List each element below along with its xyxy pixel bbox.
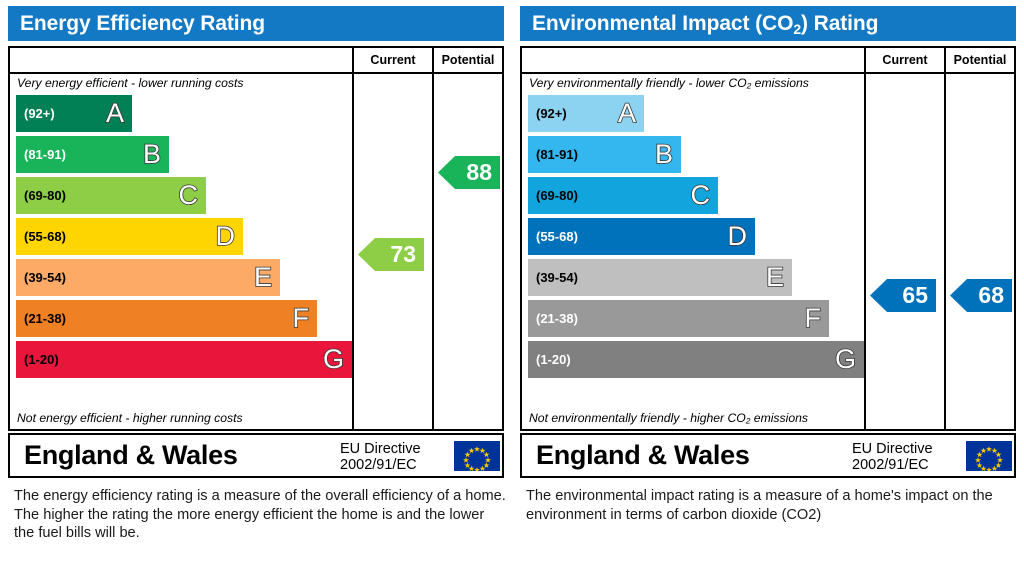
band-range-d: (55-68) (24, 229, 66, 244)
environmental-panel-header: Environmental Impact (CO2) Rating (520, 6, 1016, 41)
environmental-footer-region: England & Wales (536, 440, 750, 470)
band-row-d: (55-68) D (16, 218, 243, 255)
band-row-b: (81-91) B (16, 136, 169, 173)
energy-potential-column-header: Potential (441, 53, 495, 67)
environmental-directive-line-1: EU Directive (852, 441, 933, 457)
band-row-g: (1-20) G (16, 341, 352, 378)
band-letter-f: F (804, 302, 822, 333)
environmental-impact-panel: Environmental Impact (CO2) Rating Curren… (512, 0, 1024, 572)
energy-panel-title: Energy Efficiency Rating (20, 11, 265, 35)
energy-note-top: Very energy efficient - lower running co… (17, 76, 244, 90)
energy-panel-header: Energy Efficiency Rating (8, 6, 504, 41)
band-row-c: (69-80) C (16, 177, 206, 214)
environmental-note-top: Very environmentally friendly - lower CO… (529, 76, 809, 90)
environmental-caption: The environmental impact rating is a mea… (526, 488, 993, 523)
energy-footer-region: England & Wales (24, 440, 238, 470)
band-range-e: (39-54) (24, 270, 66, 285)
band-row-b: (81-91) B (528, 136, 681, 173)
energy-potential-rating-value: 88 (466, 159, 492, 185)
band-range-b: (81-91) (536, 147, 578, 162)
band-letter-b: B (654, 138, 674, 169)
band-row-f: (21-38) F (528, 300, 829, 337)
band-letter-e: E (253, 261, 273, 292)
band-range-e: (39-54) (536, 270, 578, 285)
band-range-d: (55-68) (536, 229, 578, 244)
energy-directive-line-1: EU Directive (340, 441, 421, 457)
band-range-c: (69-80) (24, 188, 66, 203)
band-letter-g: G (322, 343, 345, 374)
environmental-rating-table: Current Potential Very environmentally f… (520, 46, 1016, 431)
band-letter-e: E (765, 261, 785, 292)
band-row-a: (92+) A (528, 95, 644, 132)
environmental-chart-area: Very environmentally friendly - lower CO… (522, 74, 864, 431)
environmental-note-bottom: Not environmentally friendly - higher CO… (529, 411, 808, 425)
band-row-f: (21-38) F (16, 300, 317, 337)
band-letter-d: D (727, 220, 748, 251)
band-row-e: (39-54) E (528, 259, 792, 296)
environmental-potential-rating-arrow: 68 (950, 279, 1012, 312)
band-letter-g: G (834, 343, 857, 374)
energy-band-bars: (92+) A (81-91) B (69-80) C (55-68) D (16, 95, 352, 409)
band-range-f: (21-38) (24, 311, 66, 326)
band-letter-b: B (142, 138, 162, 169)
environmental-directive-line-2: 2002/91/EC (852, 457, 929, 474)
band-letter-a: A (105, 97, 125, 128)
energy-footer-directive: EU Directive 2002/91/EC (340, 441, 421, 473)
energy-divider-current-potential (432, 48, 434, 431)
energy-potential-rating-arrow: 88 (438, 156, 500, 189)
environmental-current-rating-arrow: 65 (870, 279, 936, 312)
environmental-panel-title: Environmental Impact (CO2) Rating (532, 11, 879, 37)
eu-flag-icon (454, 441, 500, 471)
band-row-a: (92+) A (16, 95, 132, 132)
energy-efficiency-panel: Energy Efficiency Rating Current Potenti… (8, 6, 506, 542)
environmental-footer-band: England & Wales EU Directive 2002/91/EC (520, 433, 1016, 478)
energy-chart-area: Very energy efficient - lower running co… (10, 74, 352, 431)
band-range-g: (1-20) (536, 352, 571, 367)
band-letter-f: F (292, 302, 310, 333)
band-letter-c: C (178, 179, 199, 210)
band-range-c: (69-80) (536, 188, 578, 203)
environmental-potential-rating-value: 68 (978, 282, 1004, 308)
environmental-potential-column-header: Potential (953, 53, 1007, 67)
environmental-current-column-header: Current (882, 53, 928, 67)
environmental-column-header-row (522, 48, 1014, 74)
band-letter-a: A (617, 97, 637, 128)
environmental-divider-chart-current (864, 48, 866, 431)
band-row-d: (55-68) D (528, 218, 755, 255)
band-range-b: (81-91) (24, 147, 66, 162)
energy-current-rating-arrow: 73 (358, 238, 424, 271)
band-row-g: (1-20) G (528, 341, 864, 378)
environmental-divider-current-potential (944, 48, 946, 431)
energy-footer-band: England & Wales EU Directive 2002/91/EC (8, 433, 504, 478)
environmental-footer-directive: EU Directive 2002/91/EC (852, 441, 933, 473)
band-row-e: (39-54) E (16, 259, 280, 296)
band-row-c: (69-80) C (528, 177, 718, 214)
energy-rating-table: Current Potential Very energy efficient … (8, 46, 504, 431)
band-range-a: (92+) (24, 106, 55, 121)
band-range-a: (92+) (536, 106, 567, 121)
environmental-current-rating-value: 65 (902, 282, 928, 308)
energy-column-header-row (10, 48, 502, 74)
energy-current-rating-value: 73 (390, 241, 416, 267)
band-letter-d: D (215, 220, 236, 251)
eu-flag-icon (966, 441, 1012, 471)
band-range-f: (21-38) (536, 311, 578, 326)
energy-current-column-header: Current (370, 53, 416, 67)
band-range-g: (1-20) (24, 352, 59, 367)
environmental-band-bars: (92+) A (81-91) B (69-80) C (55-68) D (528, 95, 864, 409)
energy-note-bottom: Not energy efficient - higher running co… (17, 411, 243, 425)
co2-subscript: 2 (793, 20, 801, 37)
band-letter-c: C (690, 179, 711, 210)
energy-divider-chart-current (352, 48, 354, 431)
energy-caption: The energy efficiency rating is a measur… (14, 488, 506, 542)
energy-directive-line-2: 2002/91/EC (340, 457, 417, 474)
